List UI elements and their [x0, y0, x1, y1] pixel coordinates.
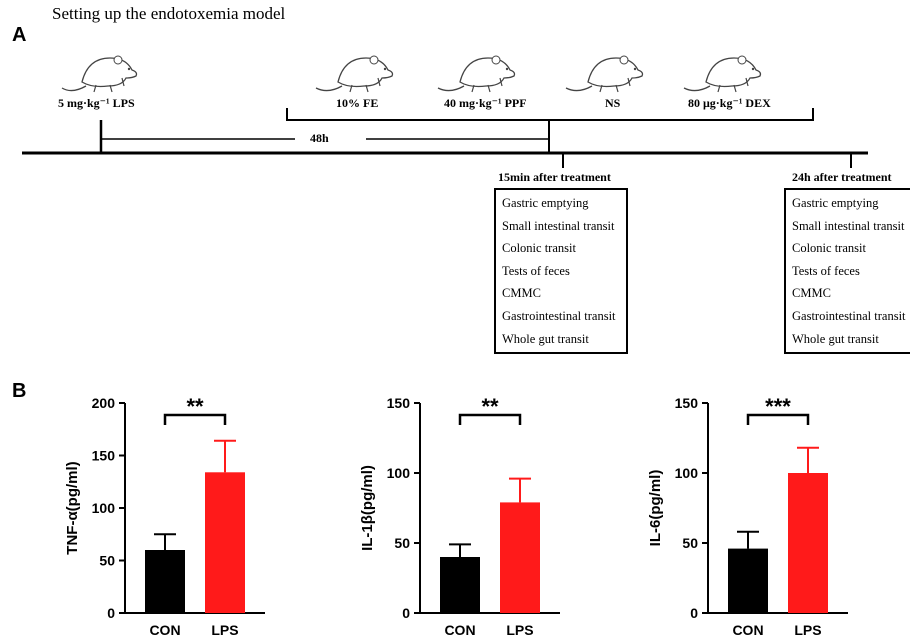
- timeline-diagram: 5 mg·kg⁻¹ LPS 10% FE 40 mg·kg⁻¹ PPF NS 8…: [0, 30, 910, 370]
- bar-lps: [788, 473, 828, 613]
- test-item: Small intestinal transit: [792, 218, 905, 233]
- treatment-label: 80 μg·kg⁻¹ DEX: [688, 96, 771, 110]
- test-item: Tests of feces: [792, 263, 860, 278]
- significance-bracket: [163, 413, 227, 425]
- bar-lps: [205, 472, 245, 613]
- y-tick-label: 100: [387, 465, 411, 481]
- y-tick-label: 0: [402, 605, 410, 621]
- x-tick-label: CON: [444, 622, 475, 638]
- test-item: CMMC: [502, 286, 541, 301]
- test-item: Whole gut transit: [502, 331, 589, 346]
- test-item: Colonic transit: [502, 241, 576, 256]
- test-item: Gastric emptying: [792, 196, 879, 210]
- treatment-label: 10% FE: [336, 96, 379, 110]
- x-tick-label: LPS: [211, 622, 238, 638]
- y-tick-label: 150: [92, 448, 116, 464]
- y-tick-label: 100: [92, 500, 116, 516]
- y-axis-label: TNF-α(pg/ml): [64, 461, 81, 554]
- x-tick-label: CON: [732, 622, 763, 638]
- y-tick-label: 150: [675, 395, 699, 411]
- rat-icon: [565, 55, 644, 93]
- y-axis-label: IL-1β(pg/ml): [359, 465, 376, 551]
- x-tick-label: LPS: [794, 622, 821, 638]
- bar-con: [440, 557, 480, 613]
- il-1beta-chart: 0 50 100 150 IL-1β(pg/ml) CON LPS **: [359, 394, 560, 638]
- test-item: CMMC: [792, 286, 831, 301]
- significance-bracket: [458, 413, 522, 425]
- page-title: Setting up the endotoxemia model: [52, 4, 286, 23]
- rat-icon: [683, 55, 762, 93]
- tnf-alpha-chart: 0 50 100 150 200 TNF-α(pg/ml) CON LPS **: [64, 394, 265, 638]
- significance-bracket: [746, 413, 810, 425]
- lps-dose-label: 5 mg·kg⁻¹ LPS: [58, 96, 135, 110]
- timepoint-2-label: 24h after treatment: [792, 170, 892, 184]
- bar-con: [145, 550, 185, 613]
- significance-label: **: [186, 394, 204, 419]
- rat-icon: [437, 55, 516, 93]
- panel-b-letter: B: [12, 380, 27, 402]
- x-tick-label: LPS: [506, 622, 533, 638]
- y-axis-label: IL-6(pg/ml): [647, 470, 664, 547]
- significance-label: ***: [765, 394, 791, 419]
- timepoint-1-tests: Gastric emptying Small intestinal transi…: [494, 188, 628, 355]
- x-tick-label: CON: [149, 622, 180, 638]
- y-tick-label: 50: [99, 553, 115, 569]
- test-item: Small intestinal transit: [502, 218, 615, 233]
- y-tick-label: 100: [675, 465, 699, 481]
- y-tick-label: 0: [690, 605, 698, 621]
- bar-con: [728, 548, 768, 613]
- y-tick-label: 150: [387, 395, 411, 411]
- test-item: Whole gut transit: [792, 331, 879, 346]
- treatment-label: 40 mg·kg⁻¹ PPF: [444, 96, 527, 110]
- rat-icon: [61, 55, 138, 93]
- y-tick-label: 50: [682, 535, 698, 551]
- timeline-lines: [22, 108, 868, 168]
- test-item: Gastric emptying: [502, 196, 589, 210]
- test-item: Tests of feces: [502, 263, 570, 278]
- interval-label: 48h: [310, 131, 329, 145]
- y-tick-label: 200: [92, 395, 116, 411]
- timepoint-1-label: 15min after treatment: [498, 170, 611, 184]
- y-tick-label: 50: [394, 535, 410, 551]
- panel-a-letter: A: [12, 24, 27, 46]
- test-item: Gastrointestinal transit: [792, 308, 906, 323]
- significance-label: **: [481, 394, 499, 419]
- y-tick-label: 0: [107, 605, 115, 621]
- bar-lps: [500, 502, 540, 613]
- treatment-label: NS: [605, 96, 621, 110]
- timepoint-2-tests: Gastric emptying Small intestinal transi…: [784, 188, 910, 355]
- il-6-chart: 0 50 100 150 IL-6(pg/ml) CON LPS ***: [647, 394, 848, 638]
- test-item: Colonic transit: [792, 241, 866, 256]
- rat-icon: [315, 55, 394, 93]
- test-item: Gastrointestinal transit: [502, 308, 616, 323]
